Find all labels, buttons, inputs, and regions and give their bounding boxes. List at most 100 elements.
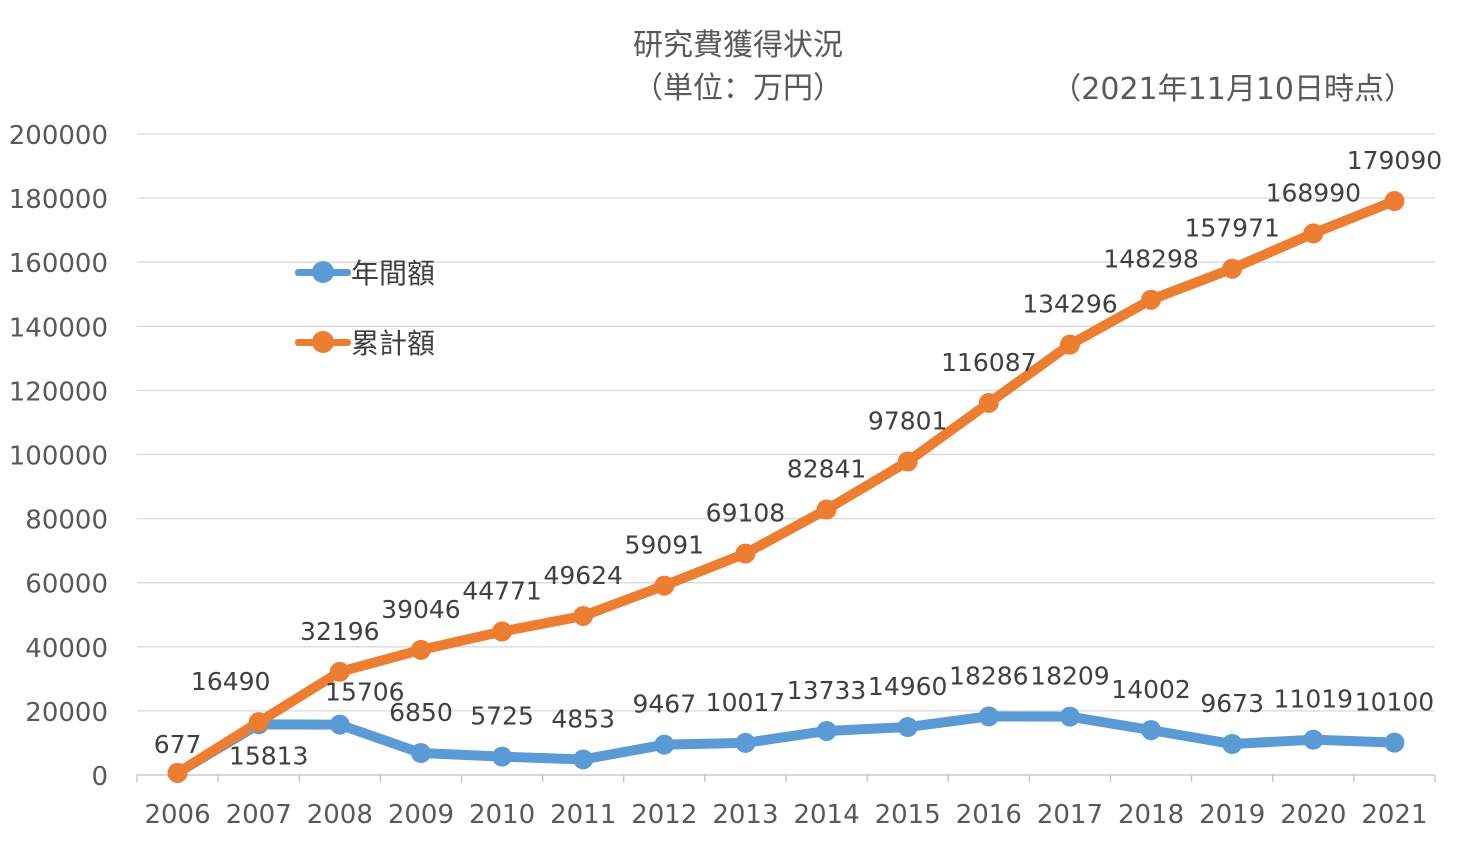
- y-tick-label: 40000: [25, 634, 108, 664]
- data-point-cumulative: [329, 661, 350, 682]
- x-tick-label: 2018: [1118, 800, 1184, 830]
- data-label-cumulative: 179090: [1347, 146, 1442, 175]
- data-point-cumulative: [492, 621, 513, 642]
- y-tick-label: 0: [91, 762, 108, 792]
- data-label-annual: 5725: [470, 702, 534, 731]
- x-tick-label: 2020: [1280, 800, 1346, 830]
- data-point-annual: [573, 749, 594, 770]
- data-label-cumulative: 82841: [787, 454, 867, 483]
- data-point-cumulative: [573, 605, 594, 626]
- data-point-annual: [1384, 732, 1405, 753]
- data-point-cumulative: [1222, 258, 1243, 279]
- data-label-cumulative: 39046: [381, 595, 461, 624]
- data-label-cumulative: 97801: [868, 407, 948, 436]
- x-tick-label: 2015: [875, 800, 941, 830]
- data-label-annual: 9467: [633, 690, 697, 719]
- data-label-cumulative: 49624: [543, 561, 623, 590]
- data-point-cumulative: [167, 762, 188, 783]
- legend-item-annual: 年間額: [295, 252, 435, 292]
- data-label-cumulative: 116087: [941, 348, 1036, 377]
- data-point-annual: [654, 734, 675, 755]
- x-tick-label: 2010: [469, 800, 535, 830]
- data-label-cumulative: 157971: [1184, 214, 1279, 243]
- data-label-cumulative: 677: [154, 730, 202, 759]
- x-tick-label: 2009: [388, 800, 454, 830]
- data-label-annual: 9673: [1200, 689, 1264, 718]
- data-point-annual: [897, 717, 918, 738]
- data-label-annual: 18286: [949, 661, 1029, 690]
- as-of-date-note: （2021年11月10日時点）: [1051, 72, 1414, 107]
- x-tick-label: 2021: [1361, 800, 1427, 830]
- x-tick-label: 2006: [144, 800, 210, 830]
- y-tick-label: 200000: [9, 121, 108, 151]
- y-tick-label: 100000: [9, 442, 108, 472]
- data-point-annual: [492, 746, 513, 767]
- y-tick-label: 120000: [9, 377, 108, 407]
- x-tick-label: 2011: [550, 800, 616, 830]
- data-label-cumulative: 59091: [625, 531, 705, 560]
- data-point-annual: [410, 743, 431, 764]
- data-point-cumulative: [816, 499, 837, 520]
- data-label-cumulative: 44771: [462, 577, 542, 606]
- data-label-annual: 10100: [1355, 688, 1435, 717]
- data-point-annual: [1141, 720, 1162, 741]
- y-tick-label: 60000: [25, 570, 108, 600]
- legend-marker-annual: [295, 257, 351, 287]
- legend-marker-cumulative: [295, 327, 351, 357]
- x-tick-label: 2012: [631, 800, 697, 830]
- data-point-annual: [816, 720, 837, 741]
- x-tick-label: 2017: [1037, 800, 1103, 830]
- data-point-cumulative: [654, 575, 675, 596]
- y-tick-label: 80000: [25, 506, 108, 536]
- data-label-annual: 10017: [706, 688, 786, 717]
- data-point-cumulative: [1059, 334, 1080, 355]
- data-label-annual: 11019: [1274, 685, 1354, 714]
- data-label-cumulative: 69108: [706, 499, 786, 528]
- y-tick-label: 160000: [9, 249, 108, 279]
- x-tick-label: 2014: [793, 800, 859, 830]
- data-point-cumulative: [735, 543, 756, 564]
- legend-label-cumulative: 累計額: [351, 327, 436, 360]
- data-label-cumulative: 168990: [1266, 178, 1361, 207]
- data-point-annual: [1059, 706, 1080, 727]
- data-point-cumulative: [1384, 191, 1405, 212]
- data-point-annual: [1303, 729, 1324, 750]
- x-tick-label: 2007: [226, 800, 292, 830]
- data-label-cumulative: 148298: [1103, 245, 1198, 274]
- data-point-cumulative: [248, 712, 269, 733]
- data-label-cumulative: 32196: [300, 617, 380, 646]
- x-tick-label: 2019: [1199, 800, 1265, 830]
- data-label-annual: 15813: [229, 741, 309, 770]
- data-point-annual: [978, 706, 999, 727]
- data-point-cumulative: [1303, 223, 1324, 244]
- y-tick-label: 20000: [25, 698, 108, 728]
- data-label-annual: 14960: [868, 672, 948, 701]
- series-line-annual: [172, 711, 1400, 778]
- data-label-annual: 13733: [787, 676, 867, 705]
- data-point-cumulative: [897, 451, 918, 472]
- legend-label-annual: 年間額: [351, 257, 436, 290]
- data-label-annual: 18209: [1030, 662, 1110, 691]
- data-label-annual: 4853: [551, 704, 615, 733]
- data-point-cumulative: [978, 392, 999, 413]
- data-point-cumulative: [410, 639, 431, 660]
- legend-item-cumulative: 累計額: [295, 322, 435, 362]
- data-point-annual: [735, 732, 756, 753]
- x-tick-label: 2013: [712, 800, 778, 830]
- y-tick-label: 140000: [9, 313, 108, 343]
- chart-title: 研究費獲得状況: [633, 28, 843, 63]
- chart-subtitle: （単位：万円）: [633, 71, 843, 106]
- x-tick-label: 2008: [307, 800, 373, 830]
- data-label-annual: 14002: [1111, 675, 1191, 704]
- y-tick-label: 180000: [9, 185, 108, 215]
- series-line-cumulative: [172, 196, 1400, 778]
- data-label-cumulative: 134296: [1022, 290, 1117, 319]
- data-point-annual: [1222, 733, 1243, 754]
- data-label-annual: 6850: [389, 698, 453, 727]
- data-label-cumulative: 16490: [191, 667, 271, 696]
- data-point-cumulative: [1141, 289, 1162, 310]
- x-tick-label: 2016: [956, 800, 1022, 830]
- data-point-annual: [329, 714, 350, 735]
- data-label-annual: 15706: [325, 678, 405, 707]
